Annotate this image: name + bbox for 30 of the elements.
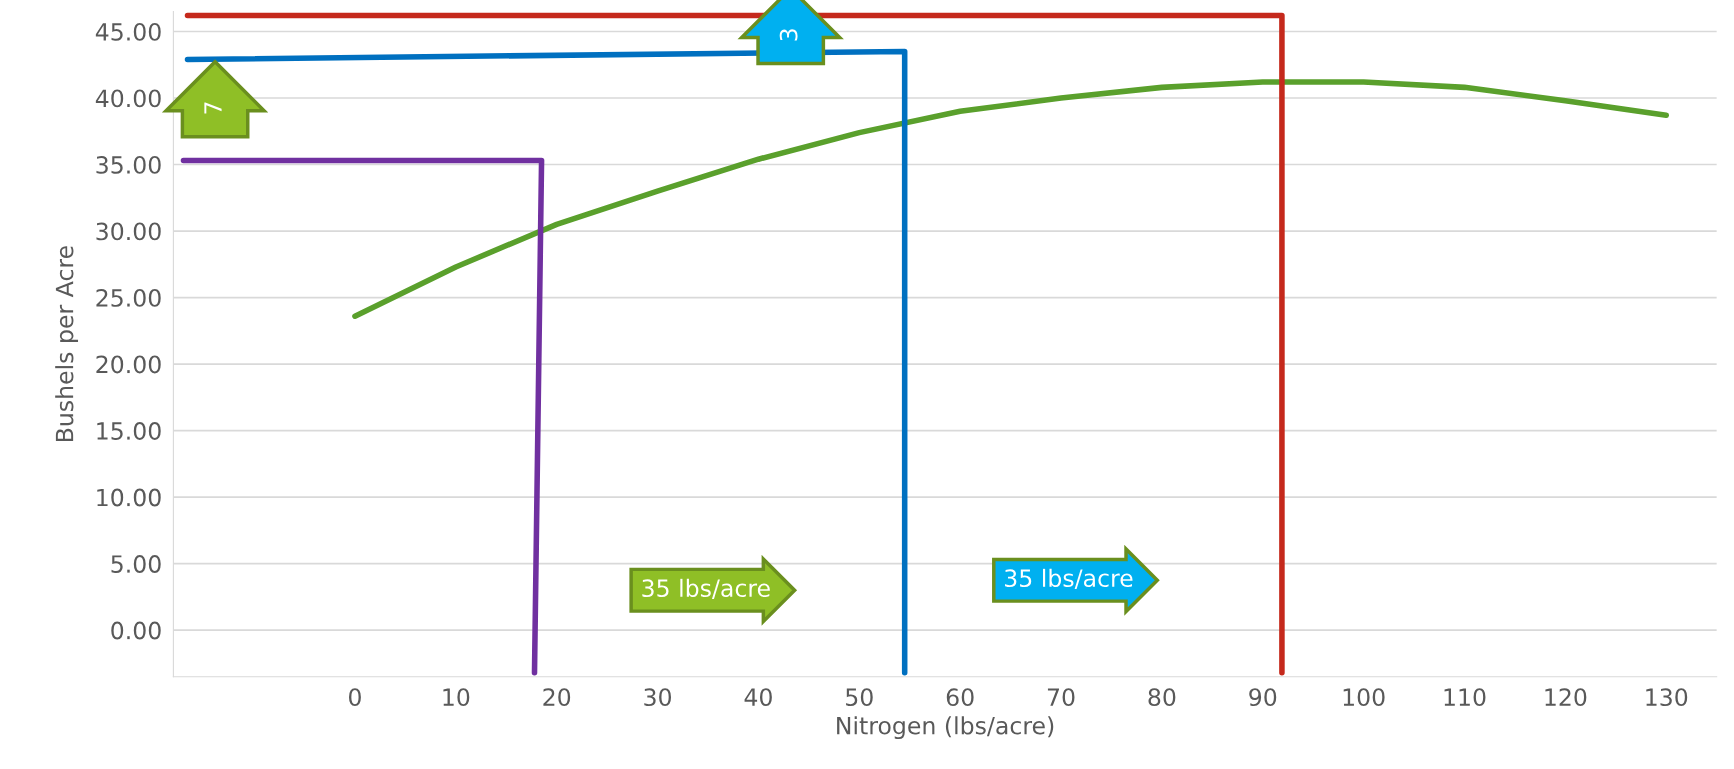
x-tick-label: 30 xyxy=(644,688,672,707)
x-tick-label: 120 xyxy=(1545,688,1587,707)
y-tick-label: 40.00 xyxy=(95,89,161,108)
y-tick-label: 35.00 xyxy=(96,155,161,174)
x-tick-label: 10 xyxy=(443,688,470,707)
x-tick-label: 60 xyxy=(946,688,974,707)
x-tick-label: 70 xyxy=(1047,688,1075,707)
y-tick-label: 25.00 xyxy=(96,289,161,307)
y-tick-label: 0.00 xyxy=(111,621,161,640)
annotation: 7 xyxy=(204,102,222,114)
x-axis-title: Nitrogen (lbs/acre) xyxy=(837,716,1054,740)
x-tick-label: 110 xyxy=(1444,688,1486,707)
y-tick-label: 30.00 xyxy=(96,222,161,241)
annotation: 3 xyxy=(779,29,798,41)
x-tick-label: 20 xyxy=(543,688,571,707)
y-tick-label: 10.00 xyxy=(97,488,161,507)
x-tick-label: 0 xyxy=(349,688,361,707)
x-tick-label: 90 xyxy=(1249,688,1277,707)
x-tick-label: 40 xyxy=(744,688,772,707)
x-tick-label: 50 xyxy=(846,688,873,707)
x-tick-label: 80 xyxy=(1148,688,1176,707)
y-tick-label: 20.00 xyxy=(96,355,161,374)
y-tick-label: 5.00 xyxy=(111,555,161,573)
annotation: 35 lbs/acre xyxy=(642,578,770,599)
y-tick-label: 15.00 xyxy=(97,422,161,440)
x-tick-label: 130 xyxy=(1646,688,1688,707)
annotation: 35 lbs/acre xyxy=(1005,568,1133,589)
x-tick-label: 100 xyxy=(1343,688,1385,707)
y-axis-title: Bushels per Acre xyxy=(55,246,79,442)
y-tick-label: 45.00 xyxy=(95,22,161,41)
